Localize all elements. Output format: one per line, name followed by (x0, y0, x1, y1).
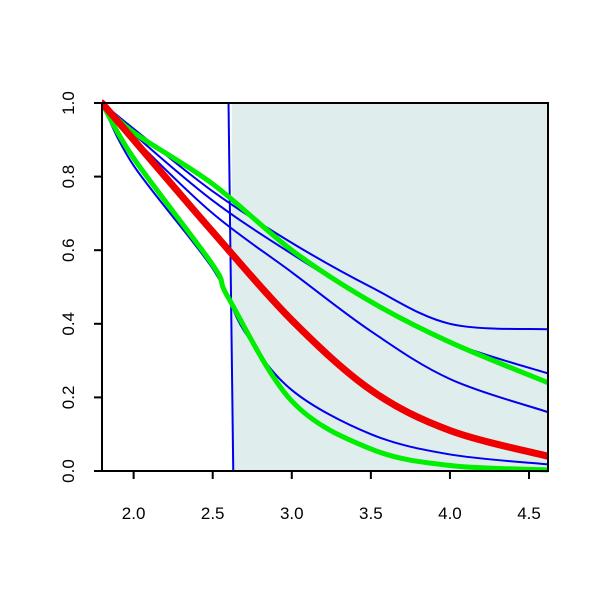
series-line-8 (102, 99, 548, 460)
axes: 2.0 2.5 3.0 3.5 4.0 4.5 0.0 0.2 0.4 0.6 0.8 1.0 (59, 91, 549, 523)
shaded-region (231, 103, 549, 471)
x-tick-label: 4.0 (438, 504, 462, 523)
x-tick-label: 2.0 (122, 504, 146, 523)
y-tick-label: 1.0 (59, 91, 78, 115)
x-tick-label: 3.5 (359, 504, 383, 523)
x-tick-label: 2.5 (201, 504, 225, 523)
y-tick-label: 0.4 (59, 312, 78, 336)
y-tick-label: 0.0 (59, 459, 78, 483)
y-tick-label: 0.2 (59, 386, 78, 410)
x-tick-label: 3.0 (280, 504, 304, 523)
y-tick-label: 0.8 (59, 165, 78, 189)
series-line-1 (102, 102, 548, 331)
series-line-7 (102, 100, 548, 473)
y-tick-label: 0.6 (59, 238, 78, 262)
plot-area (102, 99, 549, 473)
x-tick-label: 4.5 (517, 504, 541, 523)
series-line-6 (102, 100, 548, 386)
